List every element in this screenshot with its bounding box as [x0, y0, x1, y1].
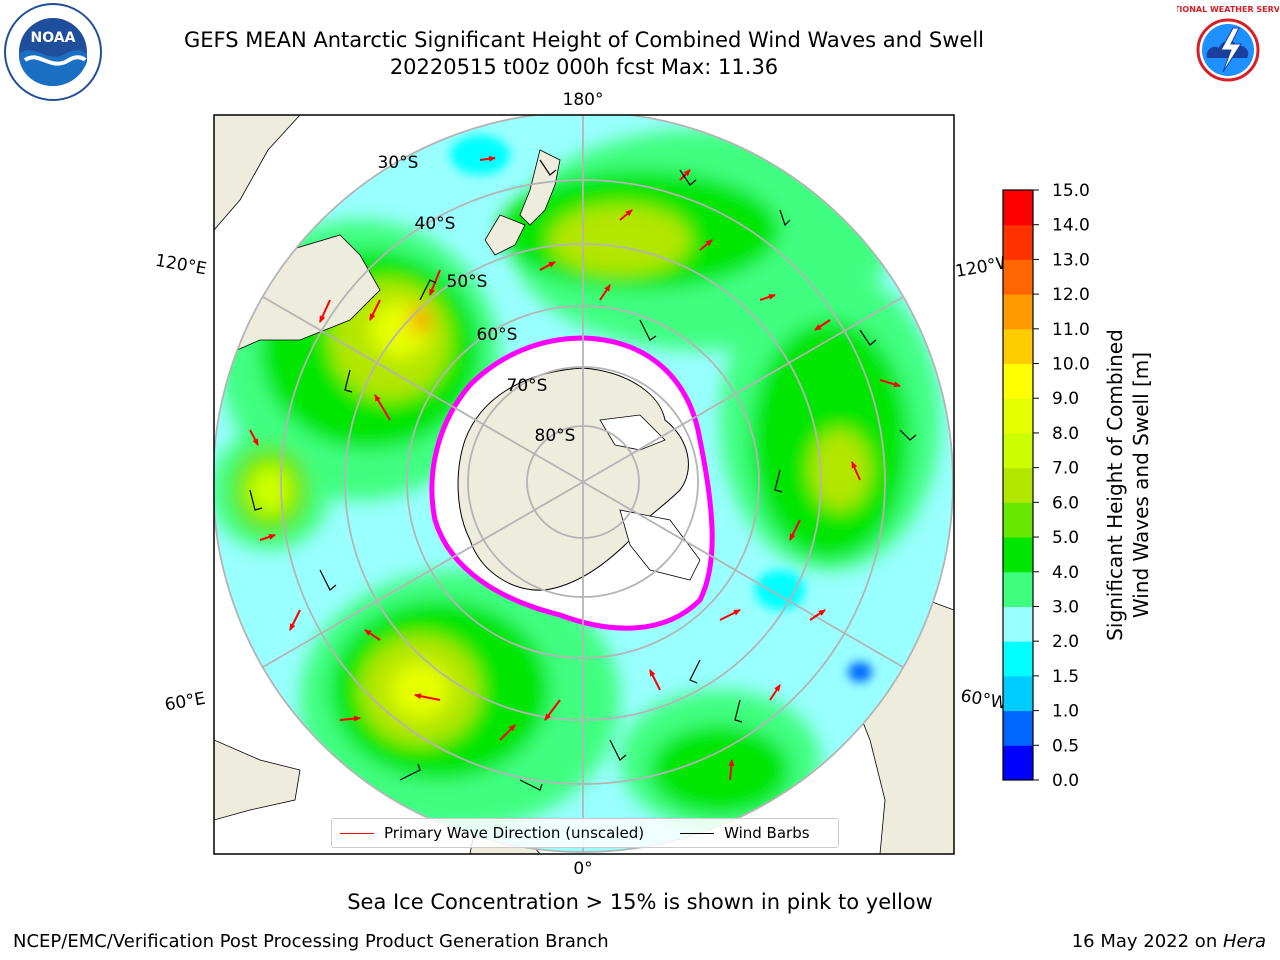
nws-logo-icon: NATIONAL WEATHER SERVICE [1177, 4, 1279, 96]
colorbar-tick-label: 12.0 [1052, 285, 1090, 305]
colorbar-segment [1003, 745, 1033, 781]
colorbar-segment [1003, 294, 1033, 330]
chart-subtitle: 20220515 t00z 000h fcst Max: 11.36 [389, 55, 779, 79]
lon-label-60w: 60°W [959, 686, 1009, 714]
lat-label-70s: 70°S [507, 376, 548, 396]
legend-label-wave-direction: Primary Wave Direction (unscaled) [384, 824, 645, 842]
colorbar-tick-label: 9.0 [1052, 389, 1079, 409]
colorbar-segment [1003, 502, 1033, 538]
colorbar-tick-label: 0.5 [1052, 736, 1079, 756]
colorbar-segment [1003, 398, 1033, 434]
colorbar-segment [1003, 259, 1033, 295]
legend-red-line-icon [340, 832, 374, 834]
nws-logo-text: NATIONAL WEATHER SERVICE [1177, 5, 1279, 14]
colorbar: 0.0 0.5 1.0 1.5 2.0 3.0 4.0 5.0 6.0 7.0 8.0 9.0 10.0… [1002, 181, 1090, 791]
colorbar-tick-label: 7.0 [1052, 459, 1079, 479]
ross-ice-shelf [599, 414, 666, 451]
legend-label-wind-barbs: Wind Barbs [724, 824, 810, 842]
legend-item-wind-barbs: Wind Barbs [672, 824, 810, 842]
wave-direction-arrows [249, 155, 901, 781]
colorbar-segment [1003, 224, 1033, 260]
colorbar-tick-label: 3.0 [1052, 597, 1079, 617]
colorbar-segment [1003, 432, 1033, 469]
noaa-logo-text: NOAA [31, 30, 76, 46]
chart-title: GEFS MEAN Antarctic Significant Height o… [183, 28, 985, 52]
colorbar-segment [1003, 467, 1033, 503]
wind-barbs [249, 159, 917, 791]
colorbar-segment [1003, 641, 1033, 677]
lat-label-30s: 30°S [378, 153, 419, 173]
colorbar-tick-label: 14.0 [1052, 216, 1090, 236]
lon-label-60e: 60°E [163, 689, 207, 716]
graticule [214, 115, 954, 853]
footer-date: 16 May 2022 on Hera [1072, 931, 1266, 952]
colorbar-tick-label: 0.0 [1052, 771, 1079, 791]
colorbar-tick-label: 11.0 [1052, 320, 1090, 340]
lat-label-50s: 50°S [447, 272, 488, 292]
lat-label-80s: 80°S [535, 426, 576, 446]
colorbar-label-line2: Wind Waves and Swell [m] [1129, 352, 1153, 618]
colorbar-tick-label: 13.0 [1052, 250, 1090, 270]
colorbar-tick-label: 4.0 [1052, 563, 1079, 583]
colorbar-segment [1003, 571, 1033, 607]
lon-label-120e: 120°E [154, 251, 208, 280]
sea-ice-note: Sea Ice Concentration > 15% is shown in … [347, 890, 933, 914]
colorbar-label-line1: Significant Height of Combined [1103, 329, 1127, 641]
colorbar-tick-label: 8.0 [1052, 424, 1079, 444]
noaa-logo-icon: NOAA [4, 3, 102, 101]
map-legend: Primary Wave Direction (unscaled) Wind B… [331, 818, 839, 848]
colorbar-tick-label: 1.0 [1052, 702, 1079, 722]
colorbar-segment [1003, 190, 1033, 226]
colorbar-segment [1003, 675, 1033, 712]
lat-label-40s: 40°S [415, 214, 456, 234]
weddell-ice-shelf [619, 509, 701, 581]
lon-label-180: 180° [563, 90, 604, 110]
colorbar-segment [1003, 363, 1033, 399]
colorbar-segment [1003, 537, 1033, 573]
colorbar-segment [1003, 328, 1033, 365]
colorbar-tick-label: 1.5 [1052, 667, 1079, 687]
colorbar-tick-label: 6.0 [1052, 493, 1079, 513]
colorbar-tick-label: 2.0 [1052, 632, 1079, 652]
colorbar-tick-label: 10.0 [1052, 355, 1090, 375]
legend-item-wave-direction: Primary Wave Direction (unscaled) [332, 824, 644, 842]
map-frame-border [213, 114, 955, 855]
footer-machine: Hera [1222, 931, 1266, 952]
colorbar-segment [1003, 710, 1033, 746]
legend-black-line-icon [680, 832, 715, 834]
colorbar-border [1002, 189, 1034, 781]
lon-label-0: 0° [573, 859, 592, 879]
lat-label-60s: 60°S [477, 325, 518, 345]
footer-date-text: 16 May 2022 on [1071, 931, 1223, 952]
colorbar-tick-label: 15.0 [1052, 181, 1090, 201]
colorbar-tick-label: 5.0 [1052, 528, 1079, 548]
footer-branch: NCEP/EMC/Verification Post Processing Pr… [13, 931, 609, 952]
colorbar-segment [1003, 606, 1033, 642]
